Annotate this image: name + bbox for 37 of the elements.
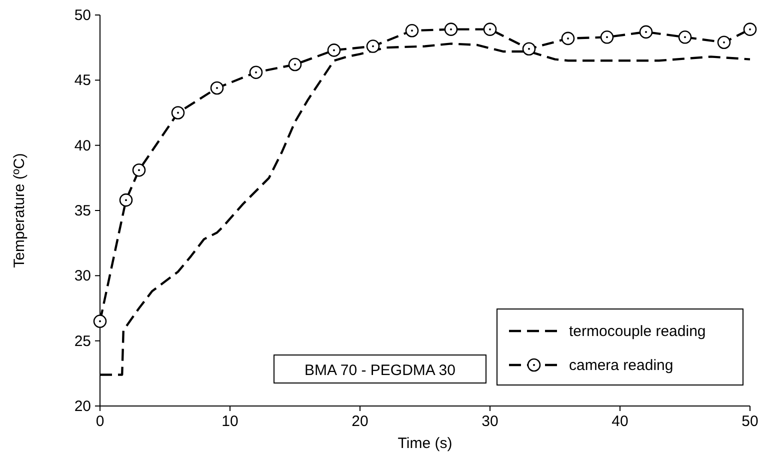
- y-tick-label: 50: [74, 7, 91, 24]
- point: [249, 66, 263, 79]
- legend-label: termocouple reading: [569, 323, 706, 340]
- y-tick-label: 40: [74, 137, 91, 154]
- y-tick-label: 20: [74, 398, 91, 415]
- x-tick-label: 50: [742, 413, 758, 430]
- point: [119, 193, 133, 207]
- point: [717, 36, 731, 50]
- y-tick-label: 25: [74, 332, 91, 350]
- point: [639, 25, 653, 39]
- point: [93, 314, 107, 328]
- y-tick-label: 45: [74, 72, 91, 90]
- point: [366, 40, 380, 53]
- annotation: BMA 70 - PEGDMA 30: [304, 362, 456, 379]
- x-axis-title: Time (s): [398, 435, 452, 452]
- point: [132, 163, 146, 177]
- y-tick-label: 35: [74, 202, 91, 220]
- point: [444, 22, 458, 36]
- point: [171, 106, 185, 120]
- x-tick-label: 10: [222, 413, 238, 430]
- point: [522, 42, 536, 56]
- point: [561, 32, 575, 46]
- point: [327, 44, 341, 57]
- point: [600, 30, 614, 44]
- point: [288, 58, 302, 72]
- point: [678, 30, 692, 44]
- legend-label: camera reading: [569, 357, 674, 374]
- point: [210, 81, 224, 95]
- y-axis-title: Temperature (ºC): [11, 153, 28, 268]
- x-tick-label: 40: [612, 413, 628, 430]
- x-tick-label: 0: [96, 413, 104, 430]
- point: [405, 24, 419, 38]
- x-tick-label: 30: [482, 413, 498, 430]
- point: [743, 22, 757, 36]
- y-tick-label: 30: [74, 268, 91, 285]
- point: [483, 22, 497, 36]
- x-tick-label: 20: [352, 413, 368, 430]
